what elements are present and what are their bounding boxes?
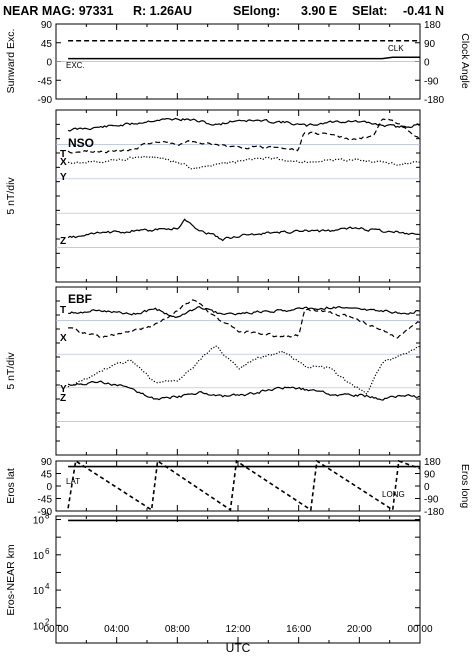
series-exc [68, 56, 420, 60]
distance-tick-label: 10 [33, 551, 45, 562]
ebf-series-label-z: Z [60, 393, 66, 404]
eros-lat-ylabel: Eros lat [5, 468, 17, 504]
header-instrument: NEAR MAG: 97331 [3, 4, 113, 18]
sunward-tick-label: 90 [41, 20, 53, 31]
nso-series-y [68, 155, 420, 170]
distance-tick-exponent: 4 [45, 582, 50, 591]
nso-series-t [67, 117, 420, 132]
nso-panel [56, 109, 420, 283]
distance-tick-label: 10 [33, 516, 45, 527]
series-long [67, 459, 421, 512]
sunward-panel: -90 -180 -45 -90 0 0 45 90 90 180 [38, 20, 445, 106]
eros-lat-tick-label: 0 [46, 482, 52, 493]
clock-tick-label: 0 [424, 58, 430, 69]
ebf-ylabel: 5 nT/div [5, 352, 17, 390]
distance-tick-exponent: 2 [45, 617, 50, 626]
eros-long-tick-label: -180 [424, 507, 444, 518]
header-selong-value: 3.90 E [301, 4, 337, 18]
clock-angle-ylabel: Clock Angle [459, 33, 471, 89]
x-tick-label: 12:00 [225, 624, 250, 635]
nso-series-label-y: Y [60, 172, 67, 183]
x-tick-label: 04:00 [104, 624, 129, 635]
x-axis-label: UTC [226, 641, 251, 655]
nso-series-label-t: T [60, 149, 66, 160]
eros-panel-frame [55, 460, 421, 512]
distance-tick-exponent: 6 [45, 547, 50, 556]
sunward-tick-label: -90 [38, 95, 53, 106]
eros-long-tick-label: 0 [424, 482, 430, 493]
clock-tick-label: -90 [424, 76, 439, 87]
header-selat-value: -0.41 N [403, 4, 444, 18]
x-tick-label: 00:00 [407, 624, 432, 635]
eros-lat-tick-label: -90 [38, 507, 53, 518]
header-range: R: 1.26AU [133, 4, 192, 18]
nso-series-label-z: Z [60, 236, 66, 247]
eros-long-tick-label: 90 [424, 470, 436, 481]
sunward-tick-label: 0 [46, 58, 52, 69]
eros-long-tick-label: 180 [424, 457, 441, 468]
x-tick-label: 16:00 [286, 624, 311, 635]
eros-long-tick-label: -90 [424, 495, 439, 506]
nso-title: NSO [68, 136, 94, 150]
ebf-series-label-y: Y [60, 384, 67, 395]
clock-tick-label: 180 [424, 20, 441, 31]
distance-tick-label: 10 [33, 621, 45, 632]
x-tick-label: 08:00 [165, 624, 190, 635]
ebf-panel [56, 286, 420, 456]
sunward-ylabel: Sunward Exc. [5, 29, 17, 94]
clk-label: CLK [388, 44, 404, 53]
lat-label: LAT [66, 477, 80, 486]
nso-ylabel: 5 nT/div [5, 177, 17, 215]
sunward-tick-label: 45 [41, 39, 53, 50]
eros-long-ylabel: Eros long [459, 464, 471, 509]
ebf-series-label-t: T [60, 305, 66, 316]
ebf-series-t [68, 305, 420, 319]
ebf-series-y [67, 345, 420, 395]
eros-lat-tick-label: 90 [41, 457, 53, 468]
nso-panel-frame [55, 109, 421, 283]
distance-tick-label: 10 [33, 586, 45, 597]
ebf-title: EBF [68, 292, 92, 306]
distance-tick-exponent: 8 [45, 512, 50, 521]
distance-ylabel: Eros-NEAR km [5, 544, 17, 615]
clock-tick-label: -180 [424, 95, 444, 106]
long-label: LONG [382, 490, 405, 499]
header-selat-label: SElat: [352, 4, 387, 18]
ebf-series-z [67, 380, 420, 401]
nso-series-z [67, 218, 420, 242]
ebf-series-label-x: X [60, 333, 67, 344]
nso-series-label-x: X [60, 157, 67, 168]
header-selong-label: SElong: [233, 4, 280, 18]
nso-series-x [67, 118, 420, 154]
clock-tick-label: 90 [424, 39, 436, 50]
eros-lat-tick-label: 45 [41, 470, 53, 481]
eros-lat-tick-label: -45 [38, 495, 53, 506]
header: NEAR MAG: 97331 R: 1.26AU SElong: 3.90 E… [3, 4, 444, 18]
x-axis: 00:00 04:00 08:00 12:00 16:00 20:00 00:00 [43, 24, 433, 643]
exc-label: EXC. [66, 61, 85, 70]
x-tick-label: 00:00 [43, 624, 68, 635]
sunward-tick-label: -45 [38, 76, 53, 87]
ebf-series-x [68, 299, 420, 339]
x-tick-label: 20:00 [347, 624, 372, 635]
